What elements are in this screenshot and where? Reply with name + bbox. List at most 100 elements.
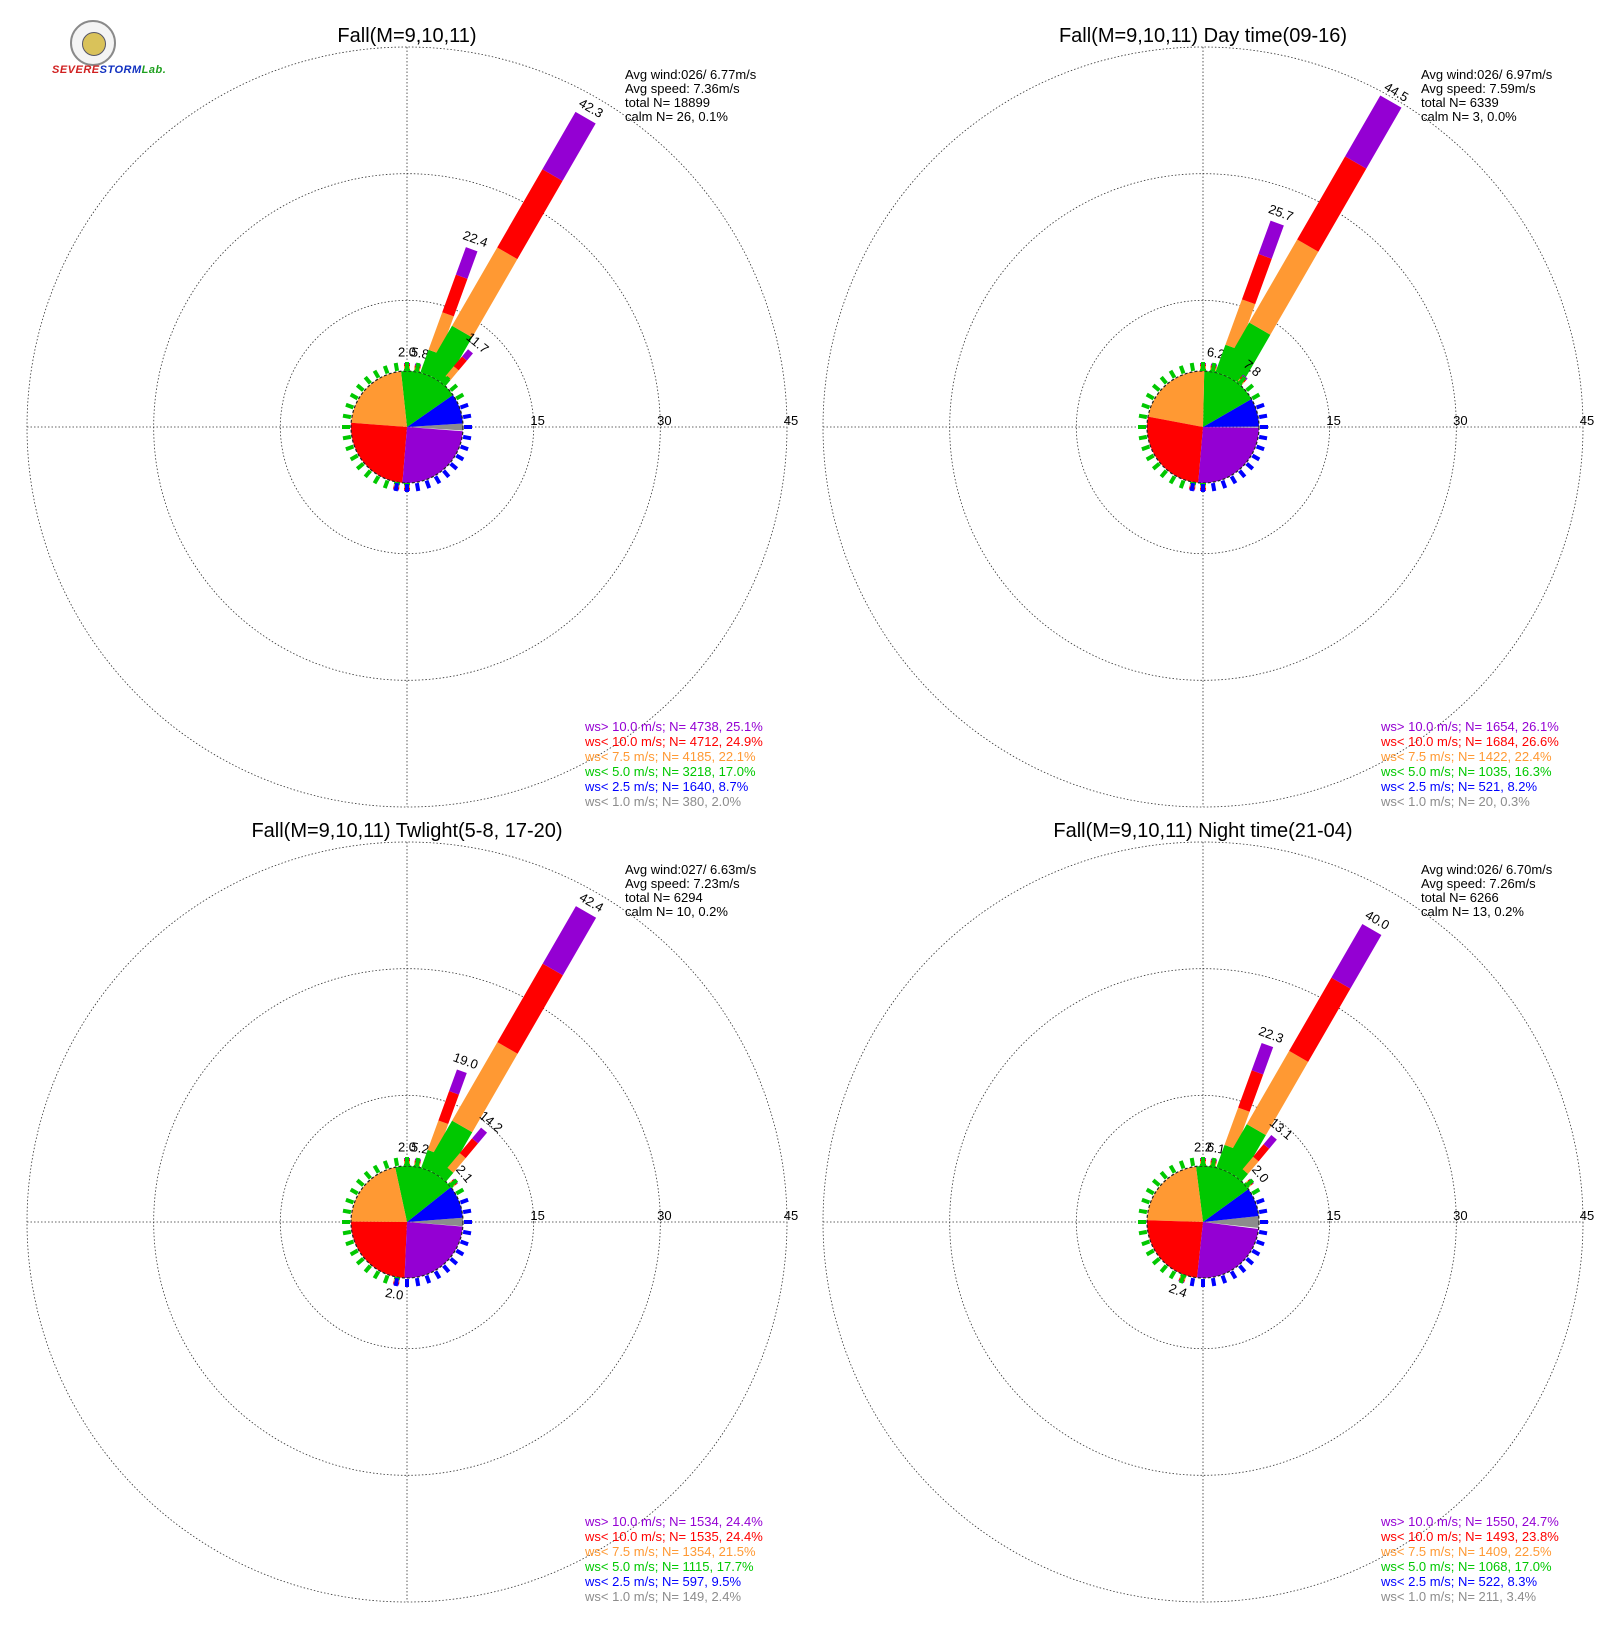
petal-segment <box>1345 95 1402 169</box>
petal-stub <box>424 365 432 375</box>
petal-stub <box>355 1257 365 1266</box>
ring-label-45: 45 <box>784 1208 798 1223</box>
petal-segment <box>453 356 467 371</box>
petal-stub <box>414 1157 421 1167</box>
petal-stub <box>449 462 459 471</box>
petal-stub <box>1178 479 1186 489</box>
petal-stub <box>1245 1257 1255 1266</box>
pie-slice <box>1203 371 1252 427</box>
petal-stub <box>1229 369 1238 379</box>
petal-stub <box>1189 362 1196 372</box>
petal-segment <box>1221 1124 1266 1180</box>
lab-logo: SEVERESTORMLab. <box>52 20 166 82</box>
legend-entry: ws< 10.0 m/s; N= 1535, 24.4% <box>584 1529 763 1544</box>
legend-entry: ws< 1.0 m/s; N= 380, 2.0% <box>584 794 742 809</box>
petal-segment <box>1297 156 1367 252</box>
petal-stub <box>1251 1187 1261 1196</box>
petal-stub <box>1251 392 1261 401</box>
petal-stub <box>349 1248 359 1257</box>
petal-segment <box>442 274 468 317</box>
petal-stub <box>1151 462 1161 471</box>
petal-label: 2.2 <box>1194 1139 1212 1154</box>
petal-stub <box>372 1270 381 1280</box>
petal-stub <box>455 1187 465 1196</box>
range-ring-15 <box>279 299 535 555</box>
legend-entry: ws< 5.0 m/s; N= 3218, 17.0% <box>584 764 756 779</box>
legend-entry: ws< 1.0 m/s; N= 211, 3.4% <box>1380 1589 1537 1604</box>
pie-slice <box>351 371 407 427</box>
info-line: Avg speed: 7.23m/s <box>625 876 740 891</box>
panel-title: Fall(M=9,10,11) <box>337 25 476 47</box>
petal-stub <box>1229 1164 1238 1174</box>
petal-label: 2.0 <box>398 344 416 359</box>
petal-stub <box>1138 434 1148 441</box>
legend-entry: ws< 7.5 m/s; N= 1354, 21.5% <box>584 1544 756 1559</box>
petal-segment <box>542 111 596 181</box>
petal-segment <box>452 247 518 338</box>
pie-slice <box>1147 1220 1203 1278</box>
petal-segment <box>472 1127 488 1144</box>
petal-stub <box>1258 1208 1268 1215</box>
petal-stub <box>433 369 442 379</box>
petal-stub <box>1251 1248 1261 1257</box>
petal-stub <box>1145 392 1155 401</box>
petal-stub <box>1238 375 1247 385</box>
petal-stub <box>1138 413 1148 420</box>
petal-stub <box>1145 1248 1155 1257</box>
petal-segment <box>1251 1042 1274 1075</box>
petal-stub <box>363 1264 372 1274</box>
petal-label: 2.4 <box>1167 1280 1189 1300</box>
ring-label-30: 30 <box>657 1208 671 1223</box>
petal-stub <box>342 413 352 420</box>
pie-outline <box>1146 1165 1260 1279</box>
info-line: Avg wind:027/ 6.63m/s <box>625 862 757 877</box>
legend-entry: ws< 5.0 m/s; N= 1035, 16.3% <box>1380 764 1552 779</box>
petal-stub <box>342 434 352 441</box>
petal-segment <box>1258 220 1284 259</box>
petal-stub <box>1210 1277 1217 1287</box>
info-line: Avg speed: 7.26m/s <box>1421 876 1536 891</box>
legend-entry: ws< 2.5 m/s; N= 521, 8.2% <box>1380 779 1538 794</box>
petal-stub <box>424 1160 432 1170</box>
petal-stub <box>414 362 421 372</box>
petal-stub <box>442 469 451 479</box>
petal-segment <box>1253 1144 1270 1162</box>
range-ring-15 <box>1075 1094 1331 1350</box>
petal-stub <box>1159 375 1168 385</box>
petal-label: 22.4 <box>461 227 490 250</box>
petal-stub <box>449 1257 459 1266</box>
pie-slice <box>1147 1166 1203 1222</box>
info-line: total N= 6294 <box>625 890 703 905</box>
petal-stub <box>433 1164 442 1174</box>
petal-stub <box>355 383 365 392</box>
petal-stub <box>1220 365 1228 375</box>
petal-stub <box>424 479 432 489</box>
petal-stub <box>459 1197 469 1205</box>
petal-stub <box>1151 383 1161 392</box>
petal-label: 5.2 <box>410 1139 430 1157</box>
petal-stub <box>1151 1257 1161 1266</box>
petal-stub <box>1151 1178 1161 1187</box>
petal-stub <box>455 453 465 462</box>
legend-entry: ws< 1.0 m/s; N= 20, 0.3% <box>1380 794 1530 809</box>
info-line: Avg wind:026/ 6.77m/s <box>625 67 757 82</box>
range-ring-15 <box>279 1094 535 1350</box>
pie-slice <box>407 394 463 427</box>
petal-segment <box>1246 1050 1309 1136</box>
petal-label: 2.0 <box>384 1285 404 1303</box>
petal-stub <box>363 469 372 479</box>
legend-entry: ws< 10.0 m/s; N= 1493, 23.8% <box>1380 1529 1559 1544</box>
petal-stub <box>1255 1239 1265 1247</box>
petal-stub <box>372 1164 381 1174</box>
petal-stub <box>342 1229 352 1236</box>
ring-label-30: 30 <box>1453 1208 1467 1223</box>
petal-segment <box>1238 1070 1264 1112</box>
legend-entry: ws< 7.5 m/s; N= 1409, 22.5% <box>1380 1544 1552 1559</box>
pie-slice <box>1203 1216 1259 1228</box>
info-line: Avg speed: 7.36m/s <box>625 81 740 96</box>
petal-stub <box>349 392 359 401</box>
legend-entry: ws< 1.0 m/s; N= 149, 2.4% <box>584 1589 742 1604</box>
legend-entry: ws< 2.5 m/s; N= 522, 8.3% <box>1380 1574 1538 1589</box>
petal-stub <box>462 434 472 441</box>
petal-stub <box>1138 1208 1148 1215</box>
